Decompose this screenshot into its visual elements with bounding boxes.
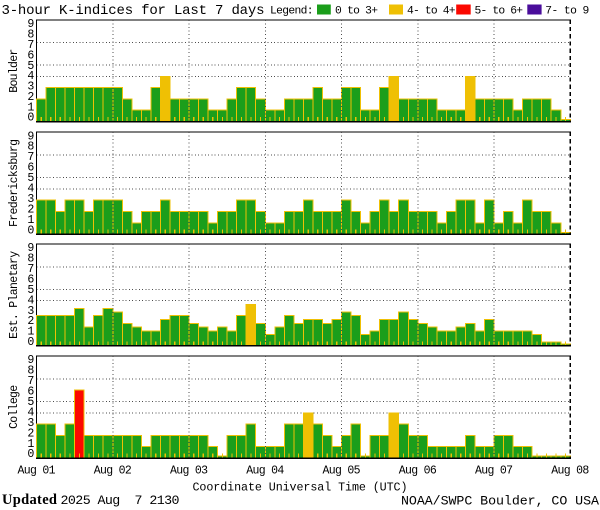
svg-text:2: 2 [27, 203, 34, 216]
svg-text:College: College [8, 385, 21, 429]
svg-text:7: 7 [27, 375, 34, 388]
svg-text:5: 5 [27, 60, 34, 73]
svg-text:Est. Planetary: Est. Planetary [8, 251, 21, 339]
svg-text:8: 8 [27, 365, 34, 378]
svg-text:Aug 07: Aug 07 [475, 465, 513, 478]
svg-text:Boulder: Boulder [8, 49, 21, 93]
svg-text:4- to 4+: 4- to 4+ [407, 6, 456, 18]
svg-text:6: 6 [27, 49, 34, 62]
svg-text:7: 7 [27, 39, 34, 52]
svg-text:4: 4 [27, 183, 34, 196]
svg-text:2025 Aug 7 2130: 2025 Aug 7 2130 [61, 493, 180, 508]
svg-text:9: 9 [27, 354, 34, 367]
svg-text:0: 0 [27, 112, 34, 125]
svg-text:3: 3 [27, 81, 34, 94]
svg-text:1: 1 [27, 214, 34, 227]
svg-text:2: 2 [27, 427, 34, 440]
svg-text:8: 8 [27, 253, 34, 266]
svg-text:2: 2 [27, 91, 34, 104]
svg-text:7: 7 [27, 263, 34, 276]
svg-text:5: 5 [27, 284, 34, 297]
svg-text:9: 9 [27, 130, 34, 143]
svg-text:9: 9 [27, 18, 34, 31]
svg-text:3-hour K-indices for Last 7 da: 3-hour K-indices for Last 7 days [2, 3, 265, 19]
svg-text:Aug 01: Aug 01 [18, 465, 56, 478]
svg-text:Legend:: Legend: [270, 6, 314, 18]
svg-text:0: 0 [27, 336, 34, 349]
svg-text:6: 6 [27, 162, 34, 175]
svg-text:8: 8 [27, 29, 34, 42]
svg-text:6: 6 [27, 274, 34, 287]
svg-text:9: 9 [27, 242, 34, 255]
svg-text:Aug 04: Aug 04 [246, 465, 284, 478]
svg-text:1: 1 [27, 438, 34, 451]
svg-text:Aug 02: Aug 02 [94, 465, 132, 478]
svg-text:Aug 03: Aug 03 [170, 465, 208, 478]
svg-text:Aug 08: Aug 08 [551, 465, 589, 478]
svg-text:0: 0 [27, 448, 34, 461]
svg-text:7: 7 [27, 151, 34, 164]
svg-text:0 to 3+: 0 to 3+ [335, 6, 378, 18]
svg-text:3: 3 [27, 417, 34, 430]
svg-text:3: 3 [27, 305, 34, 318]
svg-text:Aug 05: Aug 05 [323, 465, 361, 478]
svg-text:7- to 9: 7- to 9 [545, 6, 589, 18]
svg-text:0: 0 [27, 224, 34, 237]
svg-text:4: 4 [27, 406, 34, 419]
svg-text:1: 1 [27, 101, 34, 114]
svg-text:1: 1 [27, 326, 34, 339]
svg-text:8: 8 [27, 141, 34, 154]
svg-text:Fredericksburg: Fredericksburg [8, 139, 21, 227]
svg-text:NOAA/SWPC Boulder, CO USA: NOAA/SWPC Boulder, CO USA [401, 494, 599, 509]
svg-text:2: 2 [27, 315, 34, 328]
svg-text:5- to 6+: 5- to 6+ [475, 6, 524, 18]
svg-text:Coordinate Universal Time (UTC: Coordinate Universal Time (UTC) [193, 481, 408, 495]
svg-text:Updated: Updated [2, 492, 57, 508]
svg-text:Aug 06: Aug 06 [399, 465, 437, 478]
svg-text:4: 4 [27, 294, 34, 307]
svg-text:4: 4 [27, 70, 34, 83]
svg-text:5: 5 [27, 172, 34, 185]
svg-text:6: 6 [27, 386, 34, 399]
svg-text:5: 5 [27, 396, 34, 409]
svg-text:3: 3 [27, 193, 34, 206]
